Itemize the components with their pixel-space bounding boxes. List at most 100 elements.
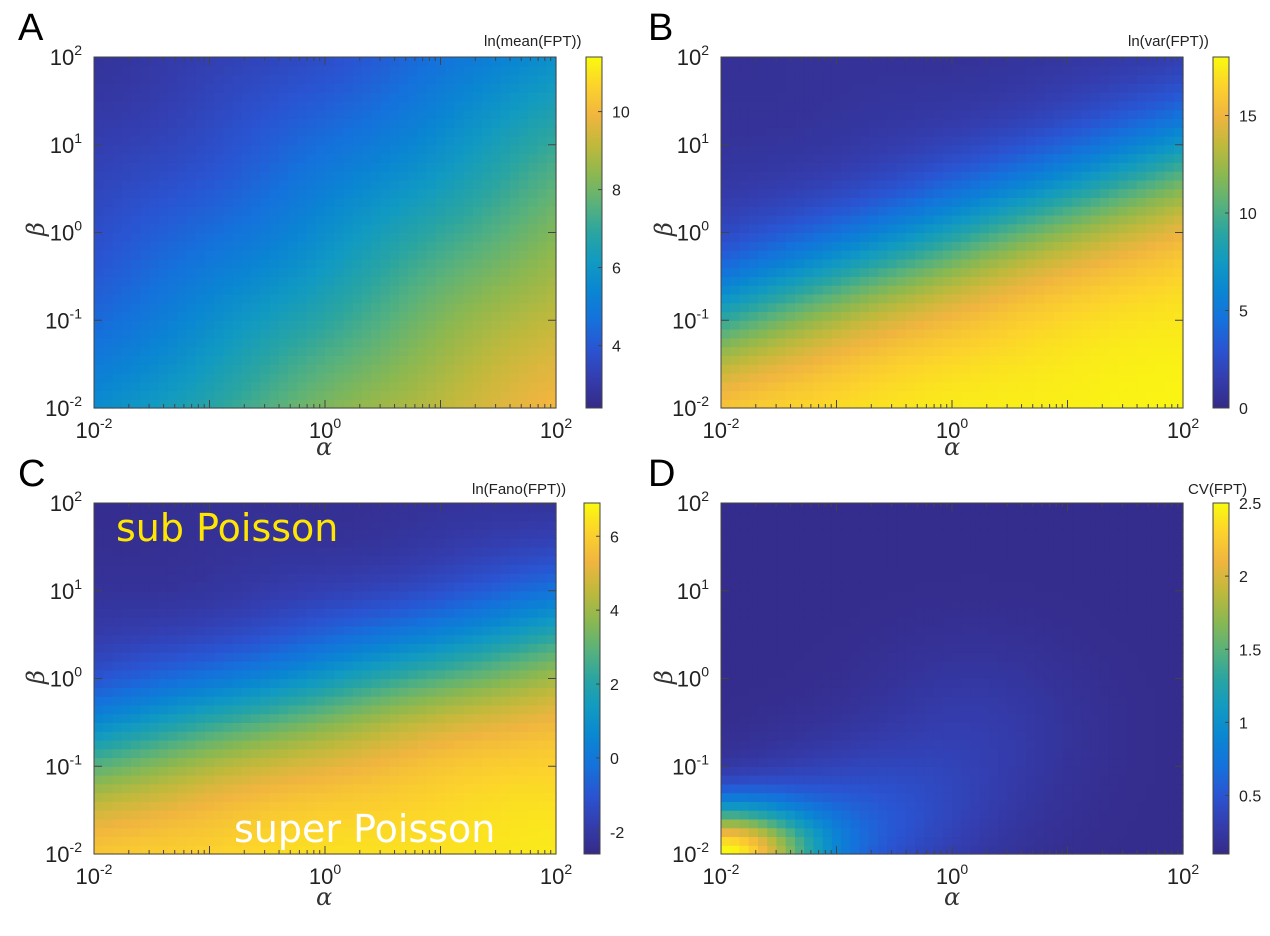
- heatmap-cell: [1035, 179, 1045, 190]
- heatmap-cell: [887, 135, 898, 146]
- heatmap-cell: [195, 399, 206, 409]
- heatmap-cell: [306, 346, 317, 356]
- heatmap-cell: [905, 337, 916, 348]
- heatmap-cell: [112, 100, 123, 111]
- heatmap-cell: [214, 660, 224, 671]
- heatmap-cell: [1025, 285, 1036, 295]
- heatmap-cell: [445, 311, 455, 321]
- heatmap-cell: [915, 74, 925, 84]
- heatmap-cell: [1062, 162, 1073, 172]
- heatmap-cell: [1164, 364, 1175, 374]
- heatmap-cell: [757, 118, 768, 128]
- heatmap-cell: [757, 74, 768, 84]
- heatmap-cell: [177, 118, 187, 128]
- heatmap-cell: [389, 135, 400, 146]
- heatmap-cell: [380, 92, 391, 102]
- heatmap-cell: [1081, 74, 1092, 84]
- heatmap-cell: [776, 65, 787, 76]
- heatmap-cell: [537, 118, 548, 128]
- heatmap-cell: [260, 276, 271, 286]
- heatmap-cell: [1173, 171, 1184, 181]
- heatmap-cell: [519, 329, 529, 339]
- heatmap-cell: [1173, 57, 1184, 67]
- heatmap-cell: [269, 748, 280, 759]
- heatmap-cell: [831, 65, 842, 76]
- heatmap-cell: [1118, 74, 1129, 84]
- heatmap-cell: [232, 511, 243, 522]
- heatmap-cell: [915, 100, 925, 111]
- heatmap-cell: [1007, 302, 1018, 313]
- heatmap-cell: [103, 320, 114, 330]
- heatmap-cell: [435, 320, 446, 330]
- heatmap-cell: [1173, 188, 1184, 199]
- heatmap-cell: [1118, 311, 1129, 321]
- heatmap-cell: [214, 748, 224, 759]
- heatmap-cell: [500, 179, 511, 190]
- heatmap-cell: [426, 144, 437, 155]
- heatmap-cell: [334, 188, 345, 199]
- heatmap-cell: [232, 214, 243, 225]
- heatmap-cell: [288, 364, 298, 374]
- heatmap-cell: [251, 792, 261, 802]
- heatmap-cell: [269, 258, 280, 269]
- heatmap-cell: [859, 214, 870, 225]
- heatmap-cell: [537, 206, 548, 216]
- heatmap-cell: [546, 162, 557, 172]
- heatmap-cell: [232, 399, 243, 409]
- heatmap-cell: [140, 810, 151, 820]
- heatmap-cell: [979, 372, 990, 383]
- heatmap-cell: [306, 197, 317, 207]
- heatmap-cell: [454, 258, 465, 269]
- heatmap-cell: [785, 127, 796, 137]
- heatmap-cell: [472, 144, 483, 155]
- heatmap-cell: [195, 346, 206, 356]
- heatmap-cell: [103, 109, 114, 120]
- heatmap-cell: [306, 372, 317, 383]
- heatmap-cell: [232, 241, 243, 251]
- heatmap-cell: [472, 109, 483, 120]
- heatmap-cell: [241, 775, 252, 785]
- heatmap-cell: [998, 399, 1009, 409]
- heatmap-cell: [1127, 153, 1138, 163]
- heatmap-cell: [813, 127, 824, 137]
- heatmap-cell: [1099, 381, 1110, 392]
- heatmap-cell: [149, 293, 160, 304]
- heatmap-cell: [158, 162, 169, 172]
- heatmap-cell: [463, 223, 474, 234]
- heatmap-cell: [1155, 109, 1166, 120]
- heatmap-cell: [195, 171, 206, 181]
- heatmap-cell: [1164, 197, 1175, 207]
- heatmap-cell: [232, 801, 243, 811]
- heatmap-cell: [952, 179, 962, 190]
- heatmap-cell: [500, 381, 511, 392]
- heatmap-cell: [776, 214, 787, 225]
- heatmap-cell: [1136, 320, 1147, 330]
- heatmap-cell: [785, 372, 796, 383]
- heatmap-cell: [103, 399, 114, 409]
- heatmap-cell: [500, 346, 511, 356]
- heatmap-cell: [232, 206, 243, 216]
- heatmap-cell: [1053, 320, 1064, 330]
- heatmap-cell: [186, 83, 197, 93]
- heatmap-cell: [435, 250, 446, 260]
- heatmap-cell: [509, 223, 520, 234]
- heatmap-cell: [241, 617, 252, 627]
- heatmap-cell: [435, 390, 446, 400]
- heatmap-cell: [371, 118, 382, 128]
- heatmap-cell: [472, 320, 483, 330]
- heatmap-cell: [417, 92, 428, 102]
- heatmap-cell: [757, 381, 768, 392]
- heatmap-cell: [757, 346, 768, 356]
- heatmap-cell: [380, 293, 391, 304]
- heatmap-cell: [167, 739, 178, 750]
- heatmap-cell: [905, 293, 916, 304]
- heatmap-cell: [868, 197, 879, 207]
- heatmap-cell: [167, 643, 178, 653]
- heatmap-cell: [500, 74, 511, 84]
- heatmap-cell: [288, 100, 298, 111]
- heatmap-cell: [878, 311, 888, 321]
- heatmap-cell: [878, 232, 888, 242]
- heatmap-cell: [408, 83, 418, 93]
- heatmap-cell: [112, 731, 123, 741]
- heatmap-cell: [1099, 83, 1110, 93]
